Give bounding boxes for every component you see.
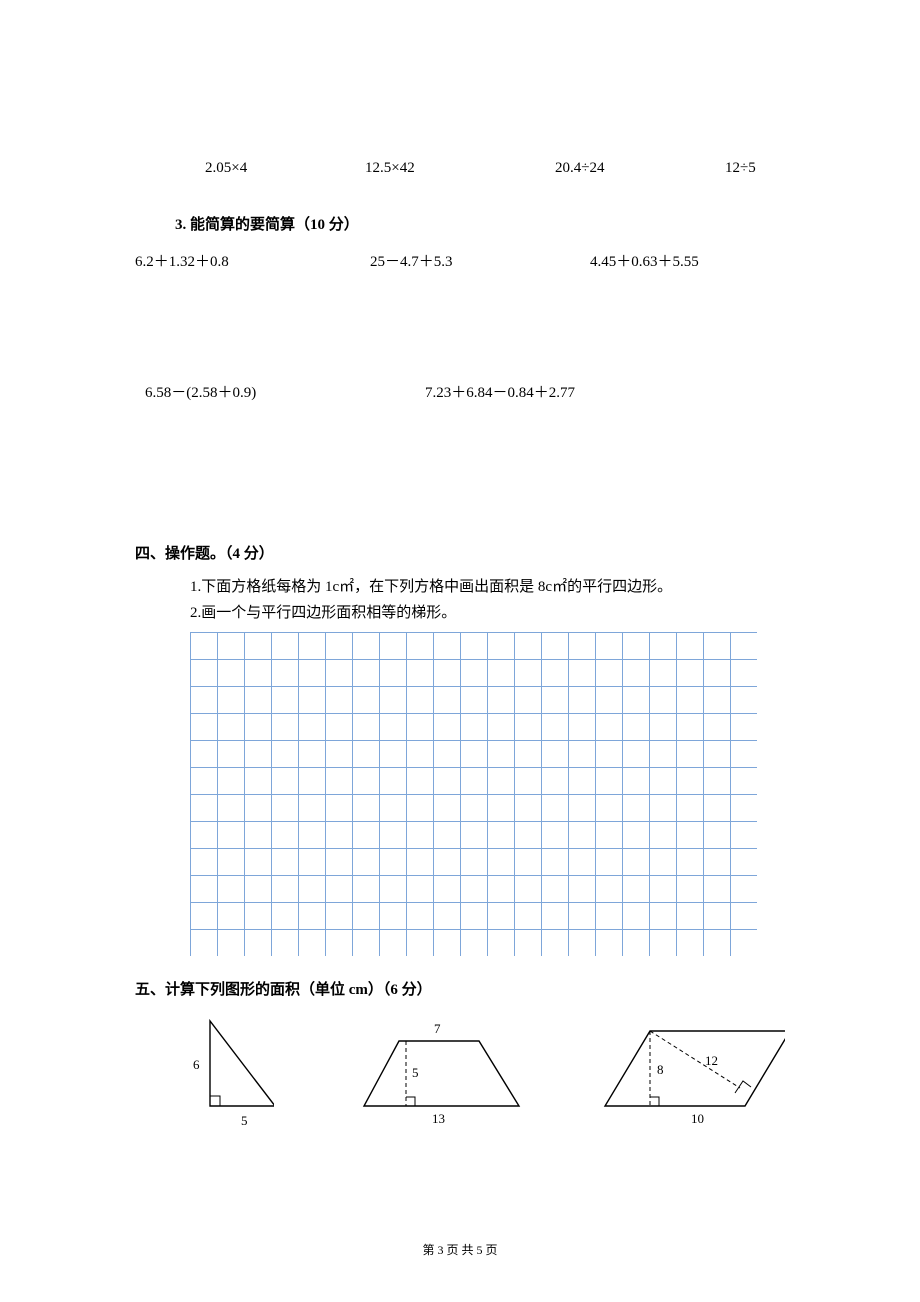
section4-line2: 2.画一个与平行四边形面积相等的梯形。 [190, 601, 785, 627]
section3-row-b: 6.58－(2.58＋0.9) 7.23＋6.84－0.84＋2.77 [135, 381, 785, 402]
para-height-label: 8 [657, 1062, 664, 1077]
trap-height-label: 5 [412, 1065, 419, 1080]
expr: 12.5×42 [365, 160, 555, 177]
expr: 12÷5 [725, 160, 756, 177]
shape-trapezoid: 7 5 13 [344, 1011, 525, 1131]
expr: 4.45＋0.63＋5.55 [590, 250, 699, 271]
page: 2.05×4 12.5×42 20.4÷24 12÷5 3. 能简算的要简算（1… [0, 0, 920, 1302]
calc-row-top: 2.05×4 12.5×42 20.4÷24 12÷5 [135, 160, 785, 177]
expr: 6.58－(2.58＋0.9) [145, 381, 425, 402]
section5-title: 五、计算下列图形的面积（单位 cm）（6 分） [135, 978, 785, 999]
section3-row-a: 6.2＋1.32＋0.8 25－4.7＋5.3 4.45＋0.63＋5.55 [135, 250, 785, 271]
grid-paper [190, 632, 785, 956]
expr: 2.05×4 [205, 160, 365, 177]
expr: 6.2＋1.32＋0.8 [135, 250, 370, 271]
shape-parallelogram: 8 12 10 [595, 1011, 785, 1131]
section4-line1: 1.下面方格纸每格为 1c㎡，在下列方格中画出面积是 8c㎡的平行四边形。 [190, 575, 785, 601]
page-footer: 第 3 页 共 5 页 [0, 1241, 920, 1258]
expr: 20.4÷24 [555, 160, 725, 177]
tri-height-label: 6 [193, 1057, 200, 1072]
grid-svg [190, 632, 757, 956]
expr: 25－4.7＋5.3 [370, 250, 590, 271]
section4-title: 四、操作题。（4 分） [135, 542, 785, 563]
shapes-row: 6 5 7 5 13 8 12 10 [165, 1011, 785, 1131]
trap-bottom-label: 13 [432, 1111, 445, 1126]
shape-triangle: 6 5 [165, 1011, 274, 1131]
para-bottom-label: 10 [691, 1111, 704, 1126]
para-side-label: 12 [705, 1053, 718, 1068]
section3-title: 3. 能简算的要简算（10 分） [175, 213, 785, 234]
trap-top-label: 7 [434, 1021, 441, 1036]
section4-body: 1.下面方格纸每格为 1c㎡，在下列方格中画出面积是 8c㎡的平行四边形。 2.… [190, 575, 785, 626]
expr: 7.23＋6.84－0.84＋2.77 [425, 381, 575, 402]
tri-base-label: 5 [241, 1113, 248, 1128]
